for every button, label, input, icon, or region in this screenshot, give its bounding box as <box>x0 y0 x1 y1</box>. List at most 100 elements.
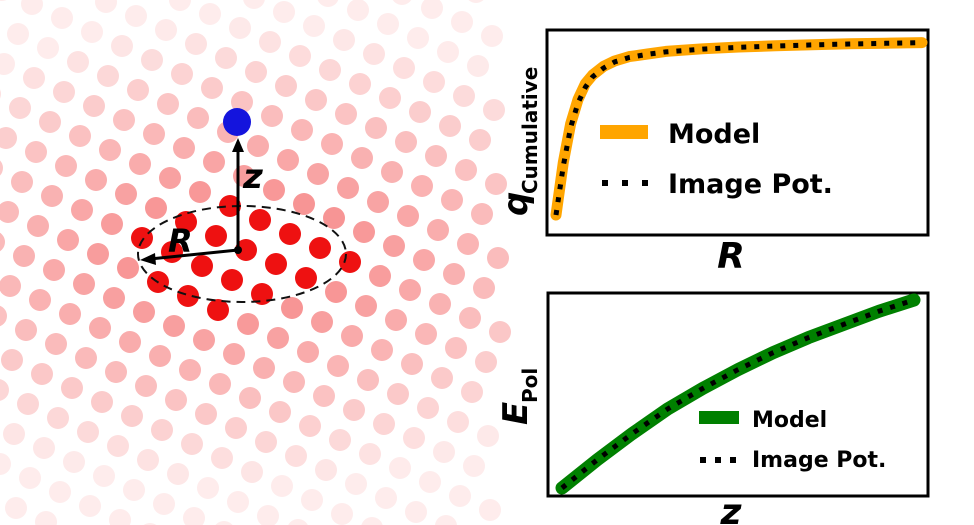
surface-atom <box>0 53 15 75</box>
surface-atom <box>367 191 389 213</box>
surface-atom <box>453 85 475 107</box>
legend-model-label: Model <box>668 119 760 150</box>
surface-atom <box>457 233 479 255</box>
surface-atom <box>427 219 449 241</box>
surface-atom <box>141 49 163 71</box>
surface-atom <box>449 485 471 507</box>
y-axis-label: q <box>496 192 536 216</box>
surface-atom <box>369 265 391 287</box>
surface-atom <box>305 89 327 111</box>
y-axis-subscript: Pol <box>518 368 542 403</box>
surface-atom <box>468 0 484 3</box>
surface-atom <box>85 169 107 191</box>
x-axis-label: R <box>717 236 745 277</box>
surface-atom <box>475 351 497 373</box>
legend-model-label: Model <box>752 408 827 433</box>
surface-atom <box>45 333 67 355</box>
surface-atom <box>229 17 251 39</box>
surface-atom <box>3 423 25 445</box>
surface-atom <box>297 341 319 363</box>
surface-atom <box>9 97 31 119</box>
surface-atom <box>383 235 405 257</box>
surface-atom <box>223 343 245 365</box>
surface-atom <box>205 225 227 247</box>
surface-atom <box>347 0 369 21</box>
y-axis-label: E <box>496 402 536 425</box>
surface-atom <box>0 453 11 475</box>
surface-atom <box>277 149 299 171</box>
surface-atom <box>25 141 47 163</box>
r-label: R <box>168 222 193 260</box>
surface-atom <box>289 45 311 67</box>
surface-atom <box>313 385 335 407</box>
surface-atom <box>281 297 303 319</box>
surface-atom <box>315 459 337 481</box>
surface-atom <box>311 311 333 333</box>
surface-atom <box>69 125 91 147</box>
surface-atom <box>181 433 203 455</box>
surface-atom <box>479 499 501 521</box>
surface-atom <box>39 111 61 133</box>
surface-atom <box>73 273 95 295</box>
surface-atom <box>415 323 437 345</box>
surface-atom <box>239 387 261 409</box>
surface-atoms <box>0 0 511 525</box>
surface-atom <box>377 13 399 35</box>
surface-atom <box>421 0 443 19</box>
legend-image-label: Image Pot. <box>752 448 886 473</box>
surface-atom <box>191 255 213 277</box>
surface-atom <box>255 431 277 453</box>
surface-atom <box>401 353 423 375</box>
surface-atom <box>0 127 17 149</box>
surface-atom <box>261 105 283 127</box>
surface-atom <box>379 87 401 109</box>
surface-atom <box>63 451 85 473</box>
surface-atom <box>89 317 111 339</box>
surface-atom <box>5 497 27 519</box>
surface-atom <box>433 441 455 463</box>
surface-atom <box>189 181 211 203</box>
surface-atom <box>303 15 325 37</box>
surface-atom <box>359 443 381 465</box>
surface-atom <box>461 381 483 403</box>
surface-atom <box>95 0 117 13</box>
z-arrowhead <box>232 138 244 152</box>
surface-atom <box>107 435 129 457</box>
surface-atom <box>177 285 199 307</box>
chart-frame <box>546 291 930 498</box>
surface-atom <box>0 305 7 327</box>
surface-atom <box>195 403 217 425</box>
surface-atom <box>13 245 35 267</box>
surface-atom <box>135 375 157 397</box>
surface-atom <box>225 417 247 439</box>
surface-atom <box>405 501 427 523</box>
surface-atom <box>381 161 403 183</box>
surface-atom <box>341 325 363 347</box>
surface-atom <box>437 41 459 63</box>
surface-atom <box>167 463 189 485</box>
surface-atom <box>11 171 33 193</box>
surface-atom <box>387 383 409 405</box>
surface-atom <box>271 475 293 497</box>
surface-atom <box>77 421 99 443</box>
surface-atom <box>21 0 43 15</box>
surface-atom <box>207 299 229 321</box>
surface-atom <box>329 429 351 451</box>
surface-atom <box>143 123 165 145</box>
surface-atom <box>159 167 181 189</box>
surface-atom <box>227 491 249 513</box>
surface-atom <box>37 37 59 59</box>
surface-atom <box>151 419 173 441</box>
surface-atom <box>71 199 93 221</box>
surface-atom <box>247 135 269 157</box>
surface-atom <box>325 281 347 303</box>
surface-atom <box>269 401 291 423</box>
surface-atom <box>231 91 253 113</box>
surface-atom <box>203 151 225 173</box>
surface-atom <box>419 471 441 493</box>
surface-atom <box>67 51 89 73</box>
surface-atom <box>0 201 19 223</box>
surface-atom <box>125 5 147 27</box>
z-label: z <box>242 157 263 197</box>
surface-atom <box>83 95 105 117</box>
